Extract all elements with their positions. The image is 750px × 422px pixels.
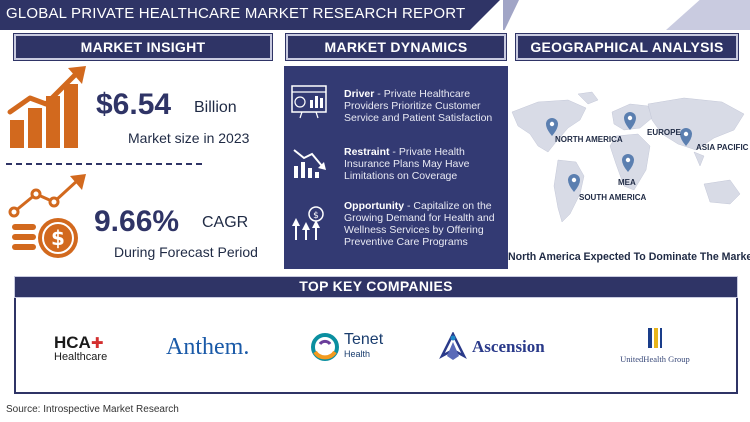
svg-text:$: $ [51,226,65,250]
region-south-america: SOUTH AMERICA [579,193,647,202]
cagr-unit: CAGR [202,214,249,231]
coin-growth-icon: $ [8,174,86,258]
section-header-geographical-analysis: GEOGRAPHICAL ANALYSIS [515,33,739,61]
pin-europe [624,112,636,130]
tenet-swirl-icon [311,333,339,361]
driver-text: Driver - Private Healthcare Providers Pr… [344,88,504,124]
unitedhealth-shield-icon [648,328,662,348]
opportunity-label: Opportunity [344,200,405,212]
hca-subtitle: Healthcare [54,351,108,363]
growth-bar-chart-icon [7,66,86,148]
restraint-text: Restraint - Private Health Insurance Pla… [344,146,504,182]
cagr-label: During Forecast Period [114,244,258,260]
corner-decoration [666,0,750,30]
region-asia-pacific: ASIA PACIFIC [696,143,749,152]
dashboard-icon [291,85,327,119]
cagr-value: 9.66% [94,205,180,238]
opportunity-description: - Capitalize on the Growing Demand for H… [344,200,495,248]
region-north-america: NORTH AMERICA [555,135,623,144]
tenet-wordmark: Tenet [344,331,384,348]
restraint-label: Restraint [344,146,390,158]
driver-description: - Private Healthcare Providers Prioritiz… [344,88,493,124]
growth-coin-icon: $ [292,206,324,240]
section-header-top-key-companies: TOP KEY COMPANIES [14,276,738,298]
ascension-logo: Ascension [438,332,568,362]
section-header-market-insight: MARKET INSIGHT [13,33,273,61]
unitedhealth-logo: UnitedHealth Group [612,328,698,368]
pin-south-america [568,174,580,192]
ascension-wordmark: Ascension [472,337,545,356]
tenet-logo: Tenet Health [310,330,390,364]
title-banner [0,0,500,30]
tenet-subtitle: Health [344,349,371,359]
market-size-label: Market size in 2023 [128,130,250,146]
anthem-logo: Anthem. [166,334,250,360]
pin-mea [622,154,634,172]
unitedhealth-wordmark: UnitedHealth Group [620,354,690,364]
svg-text:$: $ [313,211,319,221]
pin-asia-pacific [680,128,692,146]
geo-caption: North America Expected To Dominate The M… [508,251,750,263]
region-europe: EUROPE [647,128,681,137]
opportunity-text: Opportunity - Capitalize on the Growing … [344,200,504,248]
declining-chart-icon [293,149,326,178]
world-map [511,91,745,223]
insight-divider [6,163,202,165]
driver-label: Driver [344,88,375,100]
restraint-description: - Private Health Insurance Plans May Hav… [344,146,470,182]
dynamics-driver: Driver - Private Healthcare Providers Pr… [284,70,508,130]
region-mea: MEA [618,178,636,187]
hca-wordmark: HCA [54,333,91,352]
ascension-mark-icon [439,332,467,360]
pin-north-america [546,118,558,136]
source-citation: Source: Introspective Market Research [6,404,179,415]
hca-logo: HCA✚ Healthcare [54,334,124,363]
market-size-value: $6.54 [96,88,172,121]
page-title: GLOBAL PRIVATE HEALTHCARE MARKET RESEARC… [6,5,466,22]
dynamics-opportunity: $ Opportunity - Capitalize on the Growin… [284,198,508,266]
title-accent-stripe [503,0,519,30]
dynamics-restraint: Restraint - Private Health Insurance Pla… [284,138,508,190]
market-dynamics-panel: Driver - Private Healthcare Providers Pr… [284,66,508,269]
hca-cross-icon: ✚ [90,335,104,352]
section-header-market-dynamics: MARKET DYNAMICS [285,33,507,61]
market-size-unit: Billion [194,99,237,116]
